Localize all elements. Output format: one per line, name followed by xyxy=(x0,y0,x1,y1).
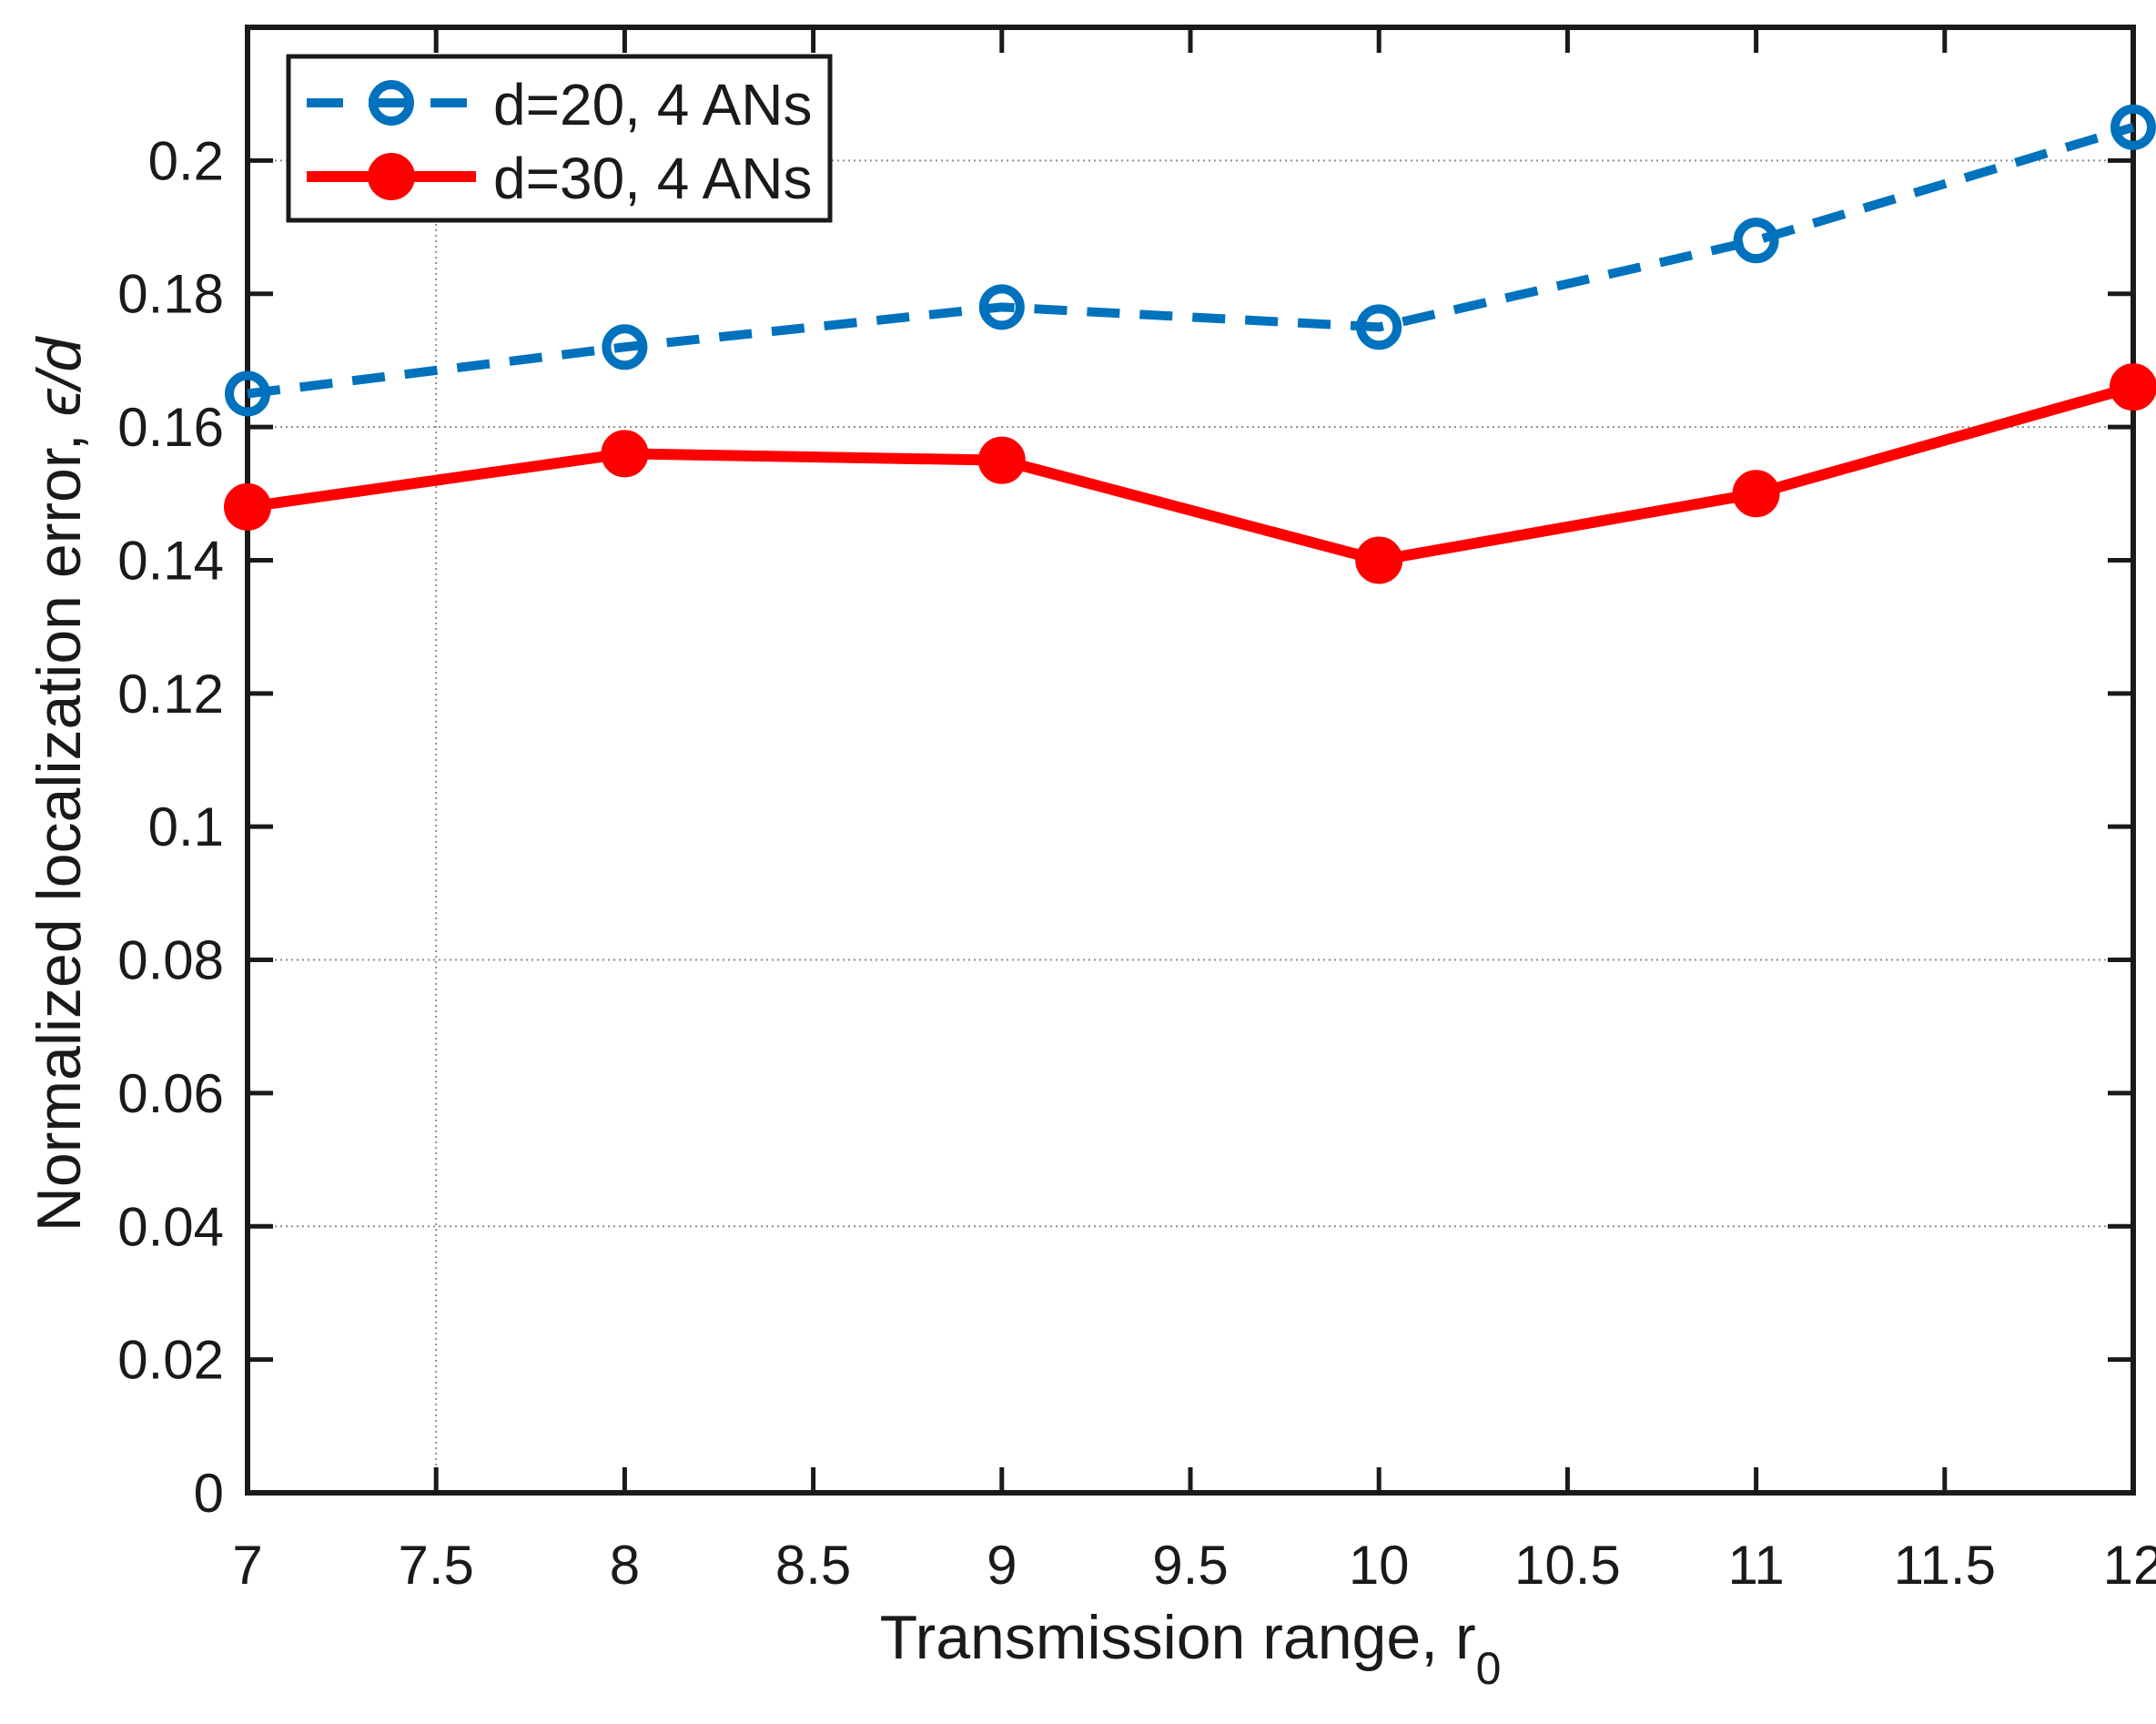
data-point-marker xyxy=(1733,218,1779,264)
gridlines xyxy=(248,27,2133,1493)
x-tick-label: 8.5 xyxy=(775,1535,851,1596)
data-point-marker xyxy=(1356,304,1402,350)
legend-marker-open-circle xyxy=(369,80,414,126)
series-d-20-4-ans xyxy=(225,104,2156,417)
y-axis-label-math: ϵ/d xyxy=(25,336,94,417)
y-tick-label: 0.1 xyxy=(148,796,224,857)
data-point-marker xyxy=(1355,536,1403,584)
y-tick-label: 0.12 xyxy=(117,664,224,725)
y-tick-label: 0.06 xyxy=(117,1063,224,1124)
x-tick-label: 9 xyxy=(987,1535,1017,1596)
data-point-marker xyxy=(2110,104,2156,150)
data-point-marker xyxy=(601,430,649,478)
legend-marker-filled-circle xyxy=(368,153,415,200)
x-tick-label: 10.5 xyxy=(1514,1535,1621,1596)
y-axis-label: Normalized localization error, ϵ/d xyxy=(25,336,94,1232)
data-point-marker xyxy=(224,482,271,531)
y-tick-label: 0.2 xyxy=(148,130,224,191)
x-tick-label: 9.5 xyxy=(1152,1535,1228,1596)
x-tick-label: 11.5 xyxy=(1894,1535,1996,1596)
data-point-marker xyxy=(2110,363,2156,411)
data-point-marker xyxy=(1732,470,1780,518)
data-point-marker xyxy=(977,436,1026,484)
legend-label-d20: d=20, 4 ANs xyxy=(493,72,812,137)
x-tick-label: 8 xyxy=(610,1535,640,1596)
x-tick-label: 7 xyxy=(232,1535,262,1596)
x-axis-label-subscript: 0 xyxy=(1476,1643,1502,1694)
data-point-marker xyxy=(978,284,1025,330)
y-tick-label: 0.14 xyxy=(117,530,224,591)
y-tick-label: 0.02 xyxy=(117,1330,224,1391)
series-line xyxy=(247,122,2135,399)
y-tick-label: 0.16 xyxy=(117,397,224,458)
legend-entry-d30: d=30, 4 ANs xyxy=(307,146,812,211)
x-tick-label: 7.5 xyxy=(398,1535,473,1596)
x-axis-label: Transmission range, r0 xyxy=(880,1603,1502,1694)
data-point-marker xyxy=(225,370,270,417)
tick-labels: 7 7.5 8 8.5 9 9.5 10 10.5 11 11.5 12 0 0.02 0.04 0.06 0… xyxy=(117,130,2156,1596)
x-tick-label: 10 xyxy=(1349,1535,1410,1596)
axes-box xyxy=(245,25,2136,1496)
y-tick-label: 0.04 xyxy=(117,1196,224,1257)
x-tick-label: 11 xyxy=(1727,1535,1784,1596)
data-series xyxy=(224,104,2156,584)
y-tick-label: 0.18 xyxy=(117,264,224,325)
series-line xyxy=(247,381,2135,566)
legend: d=20, 4 ANs d=30, 4 ANs xyxy=(286,54,833,223)
series-d-30-4-ans xyxy=(224,363,2156,584)
data-point-marker xyxy=(602,324,648,370)
x-tick-label: 12 xyxy=(2103,1535,2156,1596)
axes-box-and-ticks xyxy=(245,25,2136,1496)
legend-label-d30: d=30, 4 ANs xyxy=(493,146,812,211)
legend-entry-d20: d=20, 4 ANs xyxy=(307,72,812,137)
y-tick-label: 0.08 xyxy=(117,930,224,991)
y-tick-label: 0 xyxy=(194,1463,224,1524)
